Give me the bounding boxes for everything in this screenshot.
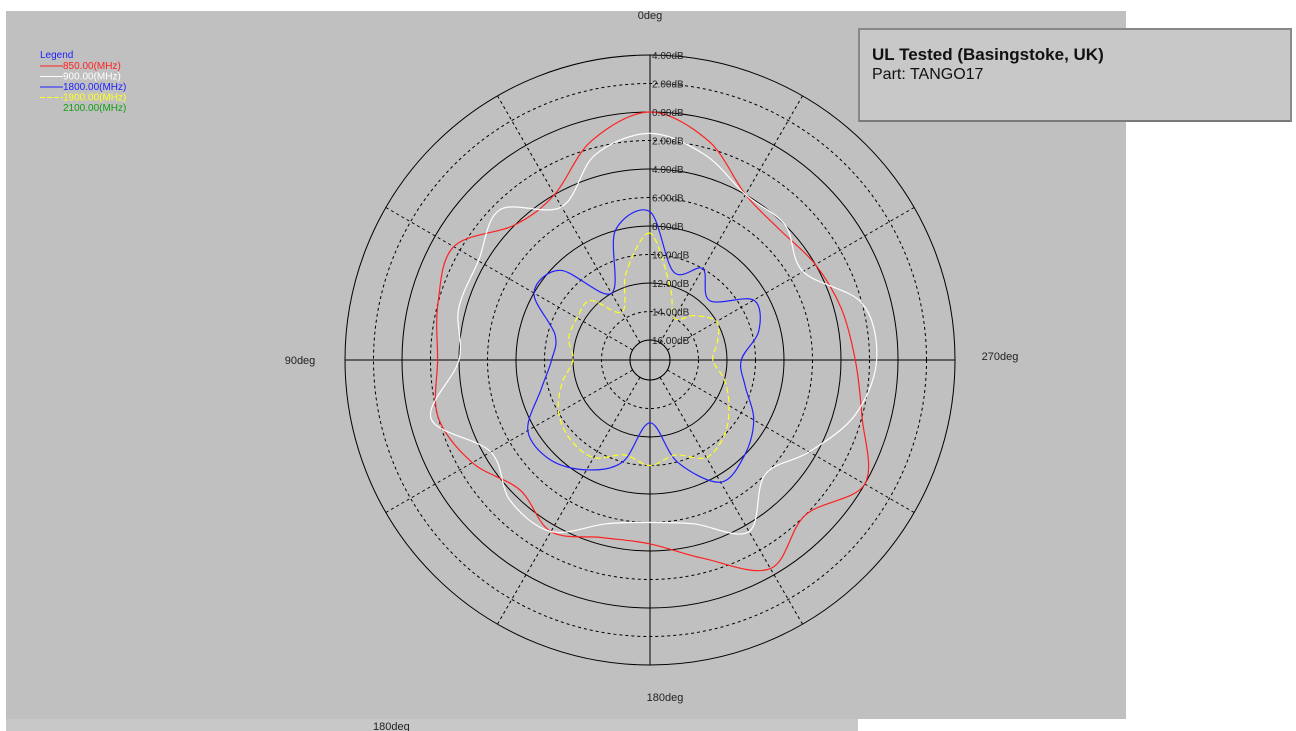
radial-tick-label: 12.00dB (652, 279, 690, 290)
grid-spoke (385, 369, 633, 513)
radial-tick-label: 10.00dB (652, 251, 690, 262)
angle-label-left: 90deg (285, 355, 316, 367)
grid-spoke (497, 377, 641, 625)
series-line-1 (429, 132, 878, 535)
legend-title: Legend (40, 50, 73, 61)
info-title: UL Tested (Basingstoke, UK) (872, 45, 1104, 64)
grid-spoke (497, 95, 641, 343)
info-part: Part: TANGO17 (872, 66, 984, 83)
legend-entry-0: 850.00(MHz) (63, 61, 121, 72)
radial-tick-label: 4.00dB (652, 51, 684, 62)
polar-chart: 4.00dB 2.00dB 0.00dB 2.00dB 4.00dB 6.00dB 8.00… (40, 10, 1019, 704)
info-box (858, 28, 1292, 122)
radial-tick-label: 14.00dB (652, 308, 690, 319)
angle-label-top: 0deg (638, 10, 662, 22)
series-line-3 (557, 232, 730, 467)
series-line-0 (434, 111, 870, 572)
legend-entry-2: 1800.00(MHz) (63, 82, 126, 93)
footer-angle-label: 180deg (373, 721, 410, 731)
angle-label-right: 270deg (982, 351, 1019, 363)
radial-tick-label: 2.00dB (652, 137, 684, 148)
grid-spoke (667, 207, 915, 351)
grid-spoke (659, 95, 803, 343)
radial-tick-label: 0.00dB (652, 108, 684, 119)
radial-tick-label: 16.00dB (652, 336, 690, 347)
legend-entry-3: 1900.00(MHz) (63, 93, 126, 104)
radial-tick-label: 6.00dB (652, 194, 684, 205)
lower-strip: 180deg (6, 719, 858, 731)
radial-tick-label: 8.00dB (652, 222, 684, 233)
angle-label-bottom: 180deg (647, 692, 684, 704)
series-line-2 (527, 209, 761, 483)
legend-entry-1: 900.00(MHz) (63, 72, 121, 83)
radial-tick-label: 2.00dB (652, 80, 684, 91)
plot-panel (6, 11, 1126, 719)
radial-tick-label: 4.00dB (652, 165, 684, 176)
legend-entry-4: 2100.00(MHz) (63, 103, 126, 114)
